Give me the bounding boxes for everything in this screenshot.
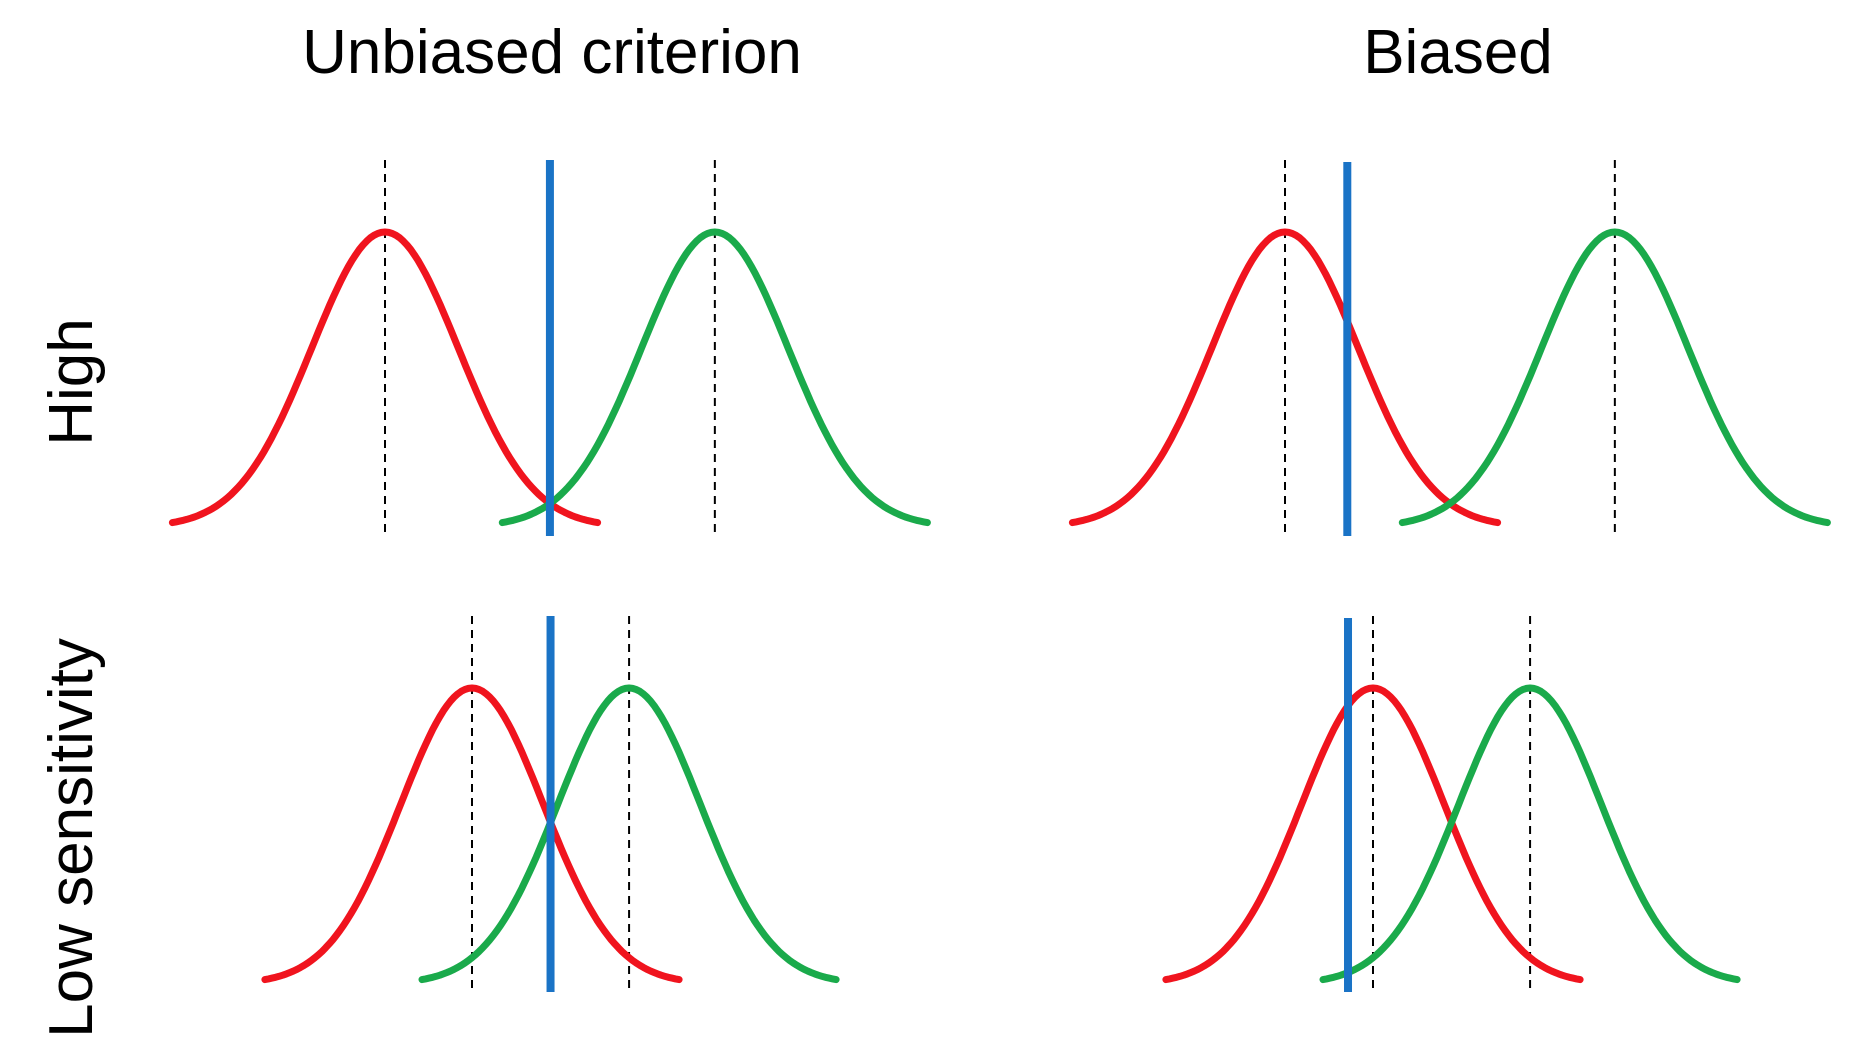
- noise-distribution-curve: [1068, 228, 1502, 527]
- panel-high-biased: [1068, 160, 1831, 536]
- row-label-low-sensitivity: Low sensitivity: [37, 638, 106, 1038]
- row-label-high: High: [37, 318, 106, 446]
- noise-distribution-curve: [168, 228, 602, 527]
- signal-distribution-curve: [418, 684, 840, 984]
- column-title-biased: Biased: [1363, 18, 1553, 87]
- panels-group: [168, 160, 1831, 992]
- noise-distribution-curve: [261, 684, 683, 984]
- signal-distribution-curve: [1398, 228, 1831, 527]
- panel-low-unbiased: [261, 616, 840, 992]
- signal-distribution-curve: [498, 228, 931, 527]
- panel-high-unbiased: [168, 160, 931, 536]
- panel-low-biased: [1162, 616, 1741, 992]
- noise-distribution-curve: [1162, 684, 1584, 984]
- signal-distribution-curve: [1319, 684, 1741, 984]
- column-title-unbiased: Unbiased criterion: [302, 18, 802, 87]
